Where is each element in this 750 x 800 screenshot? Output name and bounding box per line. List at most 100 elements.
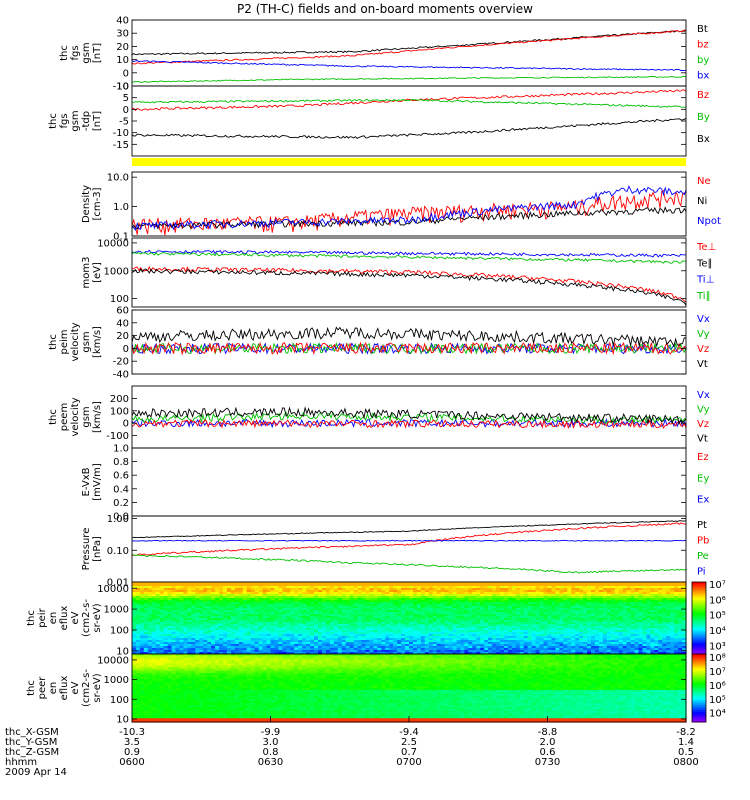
spectrogram-cell: [480, 630, 485, 633]
spectrogram-cell: [203, 634, 208, 637]
spectrogram-cell: [306, 636, 311, 639]
spectrogram-cell: [630, 608, 636, 611]
spectrogram-cell: [369, 648, 374, 651]
spectrogram-cell: [531, 648, 537, 651]
spectrogram-cell: [452, 638, 458, 641]
spectrogram-cell: [353, 582, 359, 585]
spectrogram-cell: [420, 624, 426, 627]
spectrogram-cell: [171, 602, 177, 605]
legend-label: bz: [697, 40, 709, 51]
spectrogram-cell: [563, 594, 568, 597]
spectrogram-cell: [424, 610, 430, 613]
spectrogram-cell: [325, 614, 331, 617]
spectrogram-cell: [211, 618, 216, 621]
spectrogram-cell: [270, 652, 276, 655]
spectrogram-cell: [238, 630, 244, 633]
spectrogram-cell: [195, 588, 200, 591]
spectrogram-cell: [294, 632, 299, 635]
spectrogram-cell: [618, 582, 624, 585]
spectrogram-cell: [543, 628, 549, 631]
spectrogram-cell: [515, 616, 521, 619]
spectrogram-cell: [389, 640, 394, 643]
spectrogram-cell: [151, 626, 157, 629]
spectrogram-cell: [175, 602, 181, 605]
legend-label: Ti⊥: [696, 275, 714, 286]
y-tick-label: -5: [119, 117, 129, 128]
y-axis-label-line: thc: [48, 409, 59, 425]
spectrogram-cell: [290, 616, 295, 619]
spectrogram-cell: [511, 602, 517, 605]
spectrogram-cell: [519, 628, 525, 631]
spectrogram-cell: [650, 638, 655, 641]
spectrogram-cell: [523, 626, 529, 629]
spectrogram-cell: [634, 588, 640, 591]
spectrogram-cell: [278, 624, 283, 627]
spectrogram-cell: [571, 646, 576, 649]
spectrogram-cell: [523, 598, 529, 601]
spectrogram-cell: [290, 634, 295, 637]
spectrogram-cell: [373, 600, 378, 603]
spectrogram-cell: [203, 612, 208, 615]
spectrogram-cell: [519, 622, 525, 625]
spectrogram-cell: [314, 594, 319, 597]
spectrogram-cell: [401, 632, 406, 635]
spectrogram-cell: [511, 598, 517, 601]
spectrogram-cell: [167, 600, 173, 603]
spectrogram-cell: [345, 594, 351, 597]
spectrogram-cell: [420, 590, 426, 593]
spectrogram-cell: [302, 648, 307, 651]
spectrogram-cell: [207, 582, 212, 585]
spectrogram-cell: [424, 594, 430, 597]
spectrogram-cell: [353, 586, 359, 589]
spectrogram-cell: [325, 604, 331, 607]
spectrogram-cell: [314, 632, 319, 635]
spectrogram-cell: [448, 652, 454, 655]
spectrogram-cell: [559, 596, 564, 599]
spectrogram-cell: [412, 602, 418, 605]
spectrogram-cell: [159, 594, 165, 597]
spectrogram-cell: [559, 642, 564, 645]
spectrogram-cell: [223, 582, 228, 585]
spectrogram-cell: [630, 644, 636, 647]
spectrogram-cell: [555, 590, 560, 593]
spectrogram-cell: [405, 650, 410, 653]
spectrogram-cell: [242, 622, 248, 625]
spectrogram-cell: [416, 584, 422, 587]
spectrogram-cell: [262, 648, 268, 651]
spectrogram-cell: [527, 650, 533, 653]
spectrogram-cell: [650, 650, 655, 653]
spectrogram-cell: [266, 594, 272, 597]
spectrogram-cell: [587, 586, 592, 589]
spectrogram-cell: [397, 620, 402, 623]
spectrogram-cell: [143, 584, 149, 587]
spectrogram-cell: [321, 582, 327, 585]
series-line-Ne: [131, 189, 687, 236]
spectrogram-cell: [610, 598, 616, 601]
spectrogram-cell: [650, 614, 655, 617]
spectrogram-cell: [405, 644, 410, 647]
spectrogram-cell: [519, 582, 525, 585]
spectrogram-cell: [187, 652, 192, 655]
spectrogram-cell: [555, 602, 560, 605]
spectrogram-cell: [492, 600, 497, 603]
spectrogram-cell: [321, 584, 327, 587]
spectrogram-cell: [306, 614, 311, 617]
y-tick-label: 0: [123, 68, 129, 79]
spectrogram-cell: [626, 618, 632, 621]
spectrogram-cell: [226, 604, 232, 607]
spectrogram-cell: [357, 584, 363, 587]
spectrogram-cell: [496, 604, 501, 607]
spectrogram-cell: [531, 612, 537, 615]
spectrogram-cell: [654, 588, 659, 591]
spectrogram-cell: [575, 616, 580, 619]
spectrogram-cell: [337, 608, 343, 611]
spectrogram-cell: [630, 606, 636, 609]
spectrogram-cell: [448, 640, 454, 643]
spectrogram-cell: [183, 650, 188, 653]
spectrogram-cell: [246, 640, 252, 643]
spectrogram-cell: [270, 634, 276, 637]
spectrogram-cell: [246, 630, 252, 633]
spectrogram-cell: [646, 630, 651, 633]
spectrogram-cell: [151, 594, 157, 597]
series-line-Npot: [131, 185, 687, 231]
